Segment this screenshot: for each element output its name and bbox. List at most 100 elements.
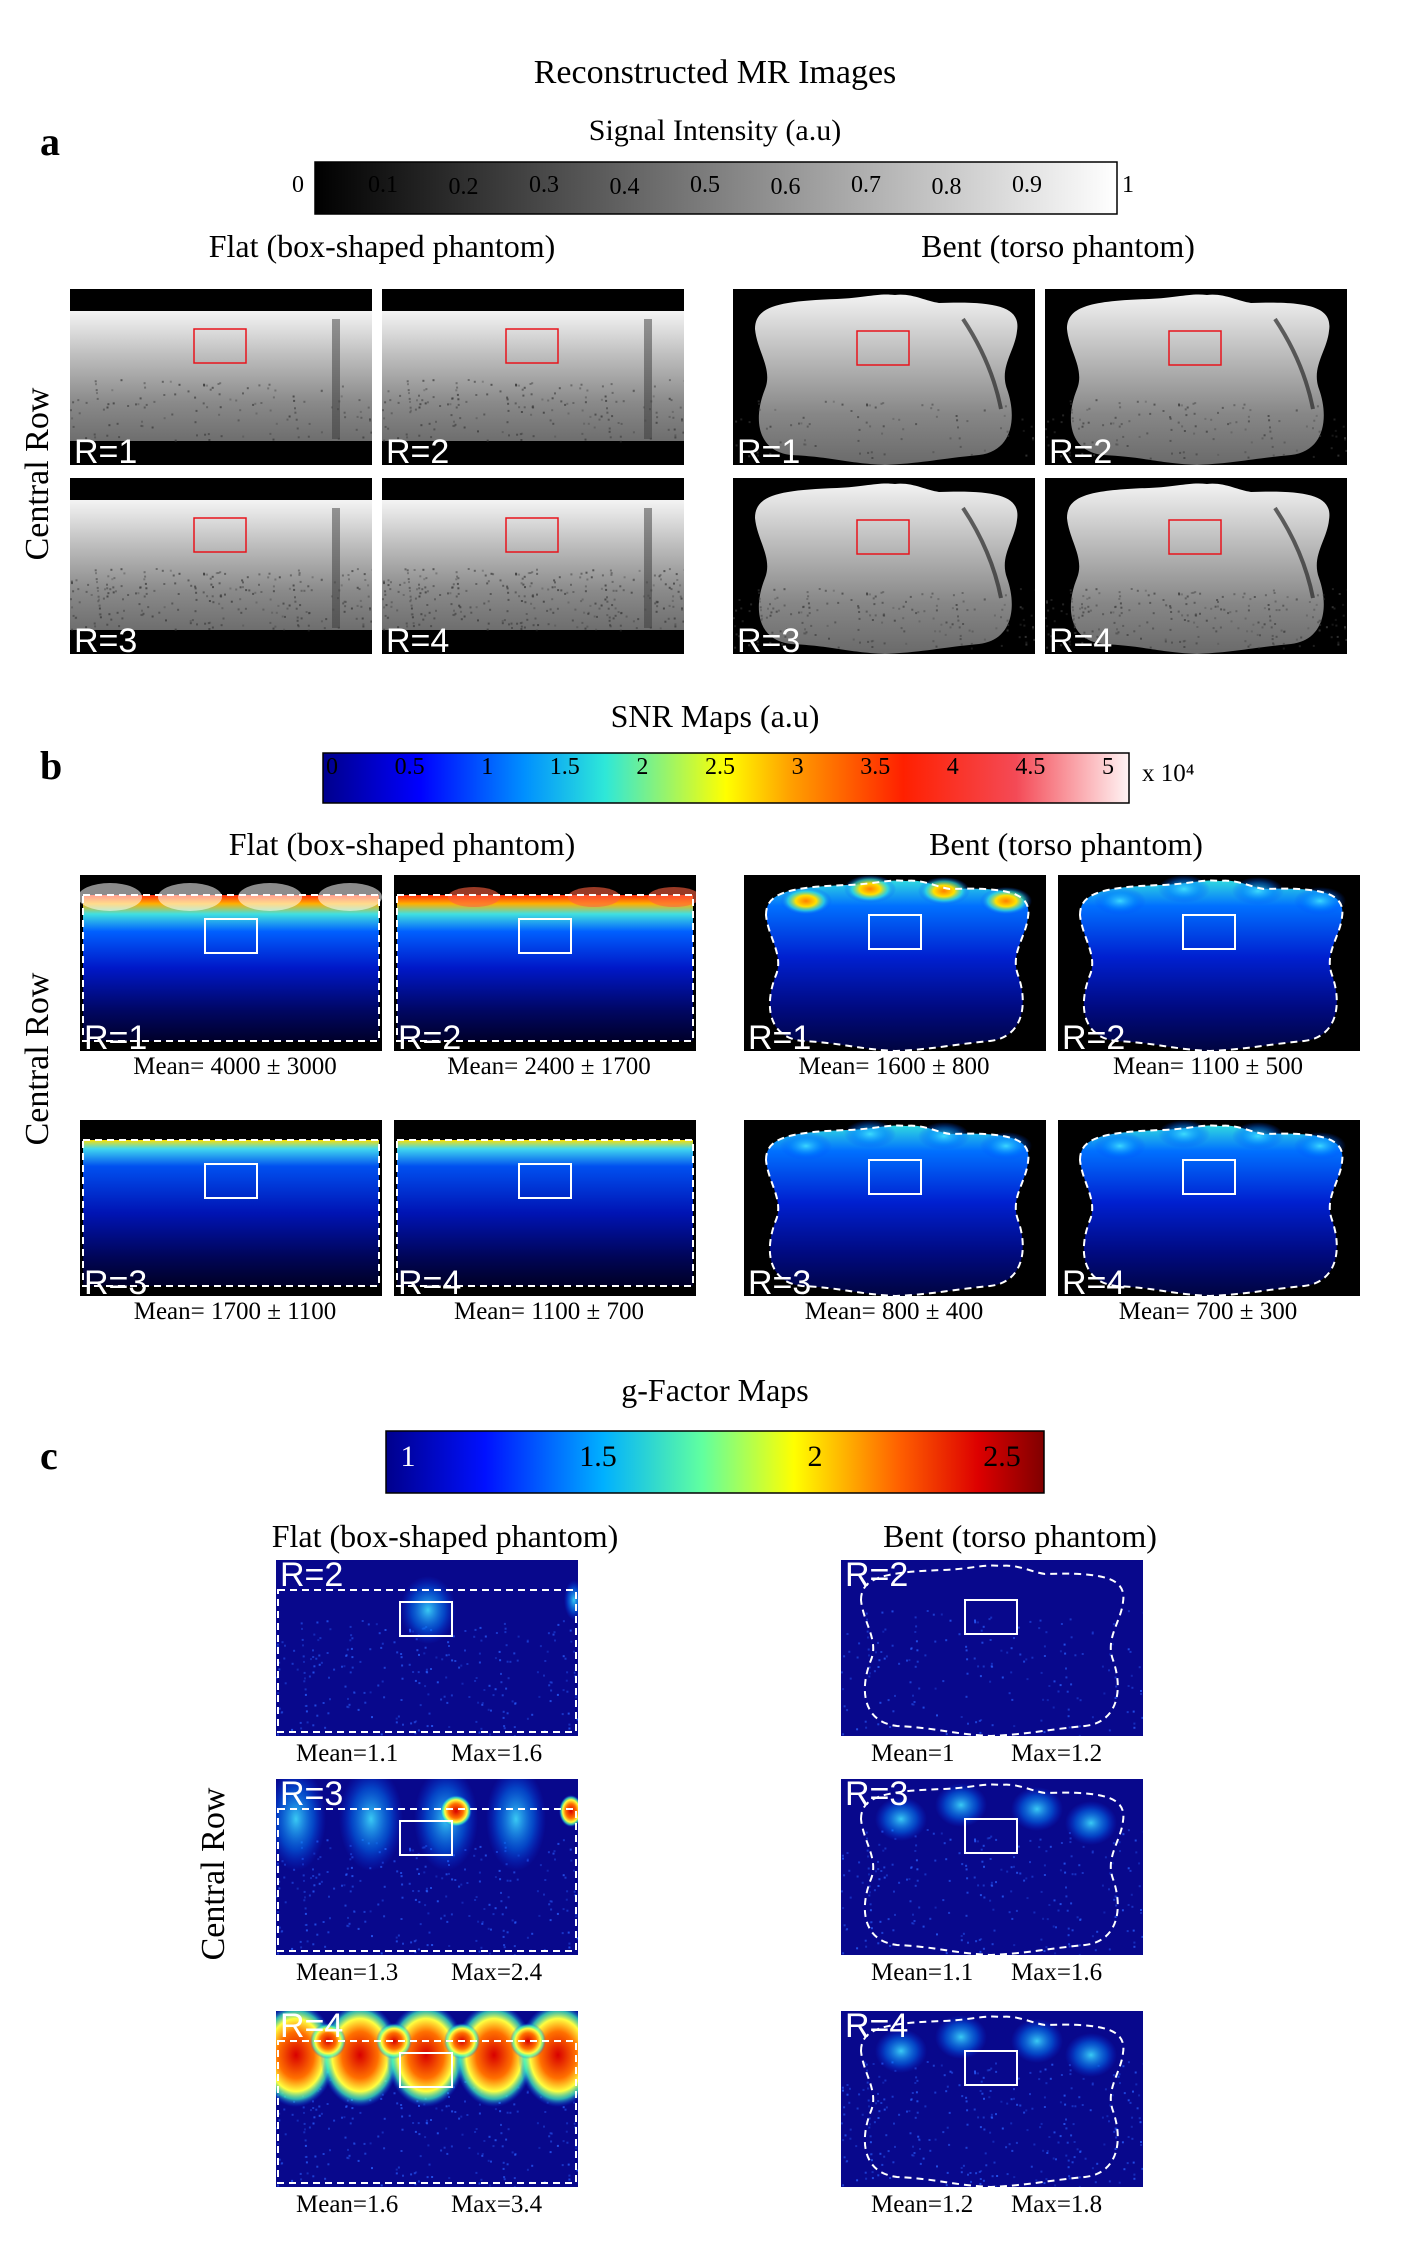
phantom-outline bbox=[396, 894, 694, 1042]
reduction-factor-label: R=2 bbox=[386, 433, 450, 465]
snr-bent-panel: R=1 bbox=[744, 875, 1046, 1051]
roi-box bbox=[505, 517, 559, 553]
b-row-label: Central Row bbox=[19, 972, 56, 1146]
g-factor-flat-max: Max=1.6 bbox=[451, 1740, 543, 1767]
colorbar-tick: 0 bbox=[292, 172, 304, 198]
snr-flat-panel: R=4 bbox=[394, 1120, 696, 1296]
phantom-outline bbox=[277, 1808, 577, 1952]
g-factor-flat-max: Max=2.4 bbox=[451, 1959, 543, 1986]
g-factor-bent-panel: R=4 bbox=[841, 2011, 1143, 2187]
roi-box bbox=[868, 914, 922, 950]
snr-bent-panel: R=3 bbox=[744, 1120, 1046, 1296]
roi-box bbox=[399, 1601, 453, 1637]
phantom-outline bbox=[277, 1589, 577, 1733]
mr-bent-panel: R=2 bbox=[1045, 289, 1347, 465]
section-c-title: g-Factor Maps bbox=[621, 1372, 809, 1408]
roi-box bbox=[399, 1820, 453, 1856]
panel-label-c: c bbox=[40, 1433, 58, 1478]
reduction-factor-label: R=4 bbox=[386, 622, 450, 654]
g-factor-flat-panel: R=4 bbox=[276, 2011, 578, 2187]
reduction-factor-label: R=3 bbox=[737, 622, 801, 654]
g-factor-bent-map bbox=[841, 1560, 1143, 1736]
flat-phantom-image bbox=[382, 500, 684, 630]
roi-box bbox=[193, 517, 247, 553]
roi-box bbox=[1168, 519, 1222, 555]
g-factor-bent-panel: R=3 bbox=[841, 1779, 1143, 1955]
g-factor-flat-mean: Mean=1.1 bbox=[296, 1740, 399, 1767]
g-factor-flat-panel: R=2 bbox=[276, 1560, 578, 1736]
snr-flat-panel: R=3 bbox=[80, 1120, 382, 1296]
snr-colorbar-unit: x 10⁴ bbox=[1142, 760, 1195, 787]
roi-box bbox=[1168, 330, 1222, 366]
g-factor-flat-mean: Mean=1.6 bbox=[296, 2191, 399, 2218]
reduction-factor-label: R=3 bbox=[84, 1264, 148, 1296]
roi-box bbox=[964, 1599, 1018, 1635]
colorbar-tick: 2.5 bbox=[705, 754, 735, 780]
g-factor-flat-panel: R=3 bbox=[276, 1779, 578, 1955]
reduction-factor-label: R=3 bbox=[748, 1264, 812, 1296]
snr-bent-map bbox=[1080, 880, 1343, 1051]
colorbar-tick: 2 bbox=[807, 1440, 823, 1473]
snr-bent-stat: Mean= 1600 ± 800 bbox=[798, 1053, 990, 1080]
flat-phantom-image bbox=[70, 311, 372, 441]
colorbar-tick: 1 bbox=[400, 1440, 416, 1473]
phantom-outline bbox=[859, 1783, 1125, 1955]
g-factor-bent-mean: Mean=1 bbox=[871, 1740, 955, 1767]
a-row-label: Central Row bbox=[19, 387, 56, 561]
colorbar-tick: 0.6 bbox=[770, 174, 801, 200]
reduction-factor-label: R=3 bbox=[280, 1779, 344, 1813]
section-a-title: Reconstructed MR Images bbox=[533, 54, 897, 91]
mr-flat-panel: R=3 bbox=[70, 478, 372, 654]
torso-phantom-image bbox=[1067, 294, 1330, 465]
phantom-outline bbox=[396, 1139, 694, 1287]
panel-label-b: b bbox=[40, 743, 63, 788]
colorbar-tick: 2 bbox=[636, 754, 649, 780]
colorbar-tick: 0.3 bbox=[529, 172, 559, 198]
colorbar-tick: 0.4 bbox=[609, 174, 640, 200]
colorbar-tick: 1 bbox=[1122, 172, 1134, 198]
reduction-factor-label: R=4 bbox=[398, 1264, 462, 1296]
snr-bent-map bbox=[1080, 1125, 1343, 1296]
mr-flat-panel: R=4 bbox=[382, 478, 684, 654]
roi-box bbox=[856, 519, 910, 555]
colorbar-tick: 3.5 bbox=[860, 754, 891, 780]
roi-box bbox=[399, 2052, 453, 2088]
roi-box bbox=[518, 918, 572, 954]
torso-phantom-image bbox=[755, 483, 1018, 654]
mr-bent-panel: R=3 bbox=[733, 478, 1035, 654]
c-row-label: Central Row bbox=[195, 1787, 232, 1961]
reduction-factor-label: R=4 bbox=[1062, 1264, 1126, 1296]
signal-intensity-colorbar-title: Signal Intensity (a.u) bbox=[588, 114, 842, 147]
colorbar-tick: 0.1 bbox=[368, 172, 398, 198]
g-factor-bent-panel: R=2 bbox=[841, 1560, 1143, 1736]
section-b-title: SNR Maps (a.u) bbox=[610, 698, 820, 734]
roi-box bbox=[964, 1818, 1018, 1854]
reduction-factor-label: R=1 bbox=[74, 433, 138, 465]
colorbar-tick: 1.5 bbox=[579, 1440, 617, 1473]
colorbar-tick: 3 bbox=[791, 754, 804, 780]
roi-box bbox=[193, 328, 247, 364]
snr-bent-map bbox=[766, 1125, 1029, 1296]
torso-phantom-image bbox=[755, 294, 1018, 465]
roi-box bbox=[518, 1163, 572, 1199]
snr-flat-stat: Mean= 1700 ± 1100 bbox=[133, 1298, 337, 1325]
colorbar-tick: 5 bbox=[1102, 754, 1114, 780]
a-flat-title: Flat (box-shaped phantom) bbox=[208, 228, 556, 264]
snr-flat-stat: Mean= 2400 ± 1700 bbox=[447, 1053, 651, 1080]
snr-flat-stat: Mean= 4000 ± 3000 bbox=[133, 1053, 337, 1080]
b-bent-title: Bent (torso phantom) bbox=[929, 826, 1203, 862]
g-factor-flat-max: Max=3.4 bbox=[451, 2191, 543, 2218]
g-factor-colorbar bbox=[385, 1430, 1045, 1494]
g-factor-bent-max: Max=1.6 bbox=[1011, 1959, 1103, 1986]
reduction-factor-label: R=3 bbox=[74, 622, 138, 654]
colorbar-tick: 0.5 bbox=[690, 172, 720, 198]
roi-box bbox=[1182, 914, 1236, 950]
g-factor-bent-mean: Mean=1.1 bbox=[871, 1959, 974, 1986]
reduction-factor-label: R=2 bbox=[1062, 1019, 1126, 1051]
mr-flat-panel: R=1 bbox=[70, 289, 372, 465]
phantom-outline bbox=[764, 1124, 1030, 1296]
reduction-factor-label: R=4 bbox=[280, 2011, 344, 2045]
c-bent-title: Bent (torso phantom) bbox=[883, 1518, 1157, 1554]
mr-bent-panel: R=1 bbox=[733, 289, 1035, 465]
snr-colorbar bbox=[322, 752, 1130, 804]
